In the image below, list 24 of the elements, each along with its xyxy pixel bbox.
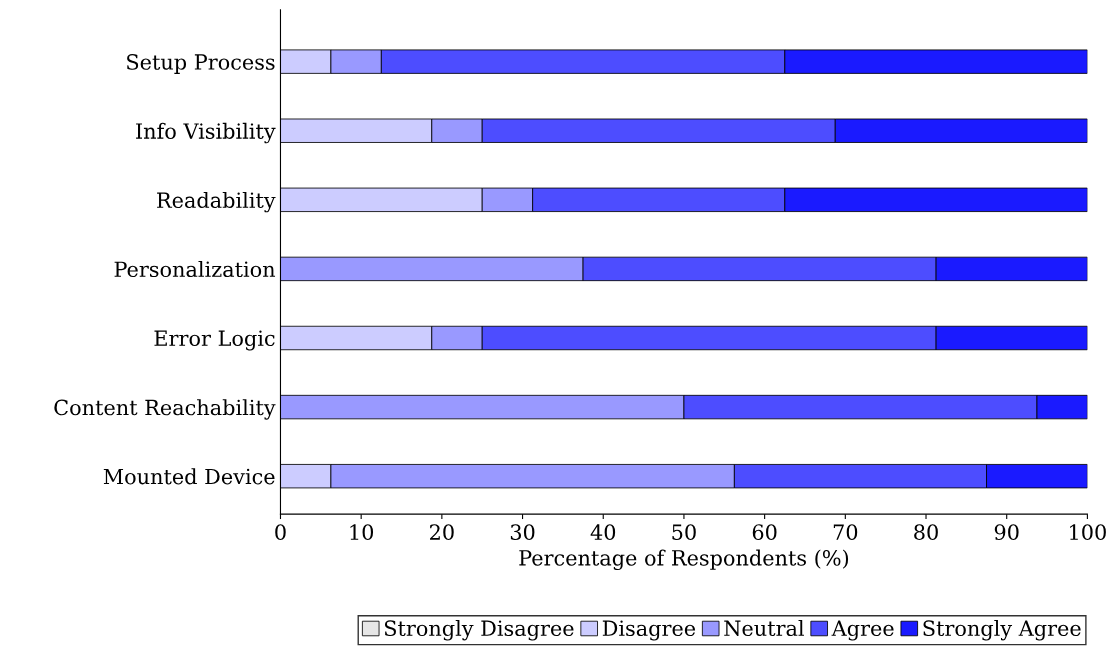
x-tick-label: 40 xyxy=(590,524,616,541)
legend-label: Agree xyxy=(831,620,894,641)
x-tick-label: 20 xyxy=(430,524,454,541)
y-tick-label: Setup Process xyxy=(127,54,275,74)
y-tick-label: Personalization xyxy=(114,260,276,278)
y-tick-label: Content Reachability xyxy=(54,399,276,420)
x-tick-label: 0 xyxy=(275,524,286,541)
legend-label: Neutral xyxy=(724,619,804,637)
y-tick-label: Info Visibility xyxy=(136,122,276,144)
x-tick-label: 80 xyxy=(914,524,938,541)
y-tick-label: Mounted Device xyxy=(103,468,275,485)
x-axis-title: Percentage of Respondents (%) xyxy=(519,549,849,571)
x-tick-label: 60 xyxy=(752,524,777,541)
x-tick-label: 10 xyxy=(350,524,374,541)
legend-label: Strongly Disagree xyxy=(384,619,574,641)
x-tick-label: 30 xyxy=(510,524,535,541)
legend-label: Disagree xyxy=(602,620,696,641)
x-tick-label: 70 xyxy=(833,524,858,541)
y-tick-label: Error Logic xyxy=(154,330,275,351)
x-tick-label: 100 xyxy=(1070,524,1106,541)
x-tick-label: 90 xyxy=(994,524,1019,541)
legend-label: Strongly Agree xyxy=(923,619,1081,641)
x-tick-label: 50 xyxy=(672,524,696,541)
y-tick-label: Readability xyxy=(157,191,276,213)
